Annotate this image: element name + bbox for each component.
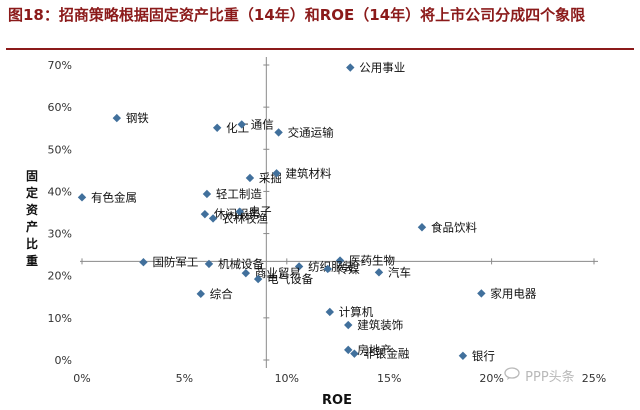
data-point-label: 医药生物 — [349, 254, 395, 268]
chat-bubble-icon — [503, 367, 521, 385]
y-tick-label: 0% — [55, 354, 72, 367]
data-point — [344, 345, 353, 355]
x-axis-label: ROE — [322, 393, 352, 408]
x-tick-label: 20% — [479, 372, 503, 385]
x-tick-label: 15% — [377, 372, 401, 385]
x-tick-label: 10% — [275, 372, 299, 385]
y-tick-label: 70% — [48, 59, 72, 72]
data-point — [237, 120, 246, 129]
data-point-label: 食品饮料 — [431, 220, 477, 234]
data-point-label: 建筑装饰 — [357, 318, 403, 332]
x-tick-label: 5% — [176, 372, 193, 385]
data-point-label: 有色金属 — [91, 190, 137, 204]
data-point — [196, 289, 205, 299]
data-point-label: 机械设备 — [218, 257, 264, 271]
y-axis-label: 固定资产比重 — [25, 169, 38, 268]
title-divider — [6, 48, 634, 50]
data-point — [245, 173, 255, 183]
y-tick-label: 50% — [48, 143, 72, 156]
data-point-label: 休闲服务 — [214, 207, 260, 221]
data-point — [204, 259, 214, 269]
data-point — [323, 264, 332, 274]
figure-title: 图18：招商策略根据固定资产比重（14年）和ROE（14年）将上市公司分成四个象… — [8, 6, 586, 24]
data-point — [477, 289, 486, 298]
data-point-label: 农林牧渔 — [222, 211, 268, 225]
data-point — [77, 193, 87, 202]
data-point — [200, 209, 210, 219]
watermark-text: PPP头条 — [525, 370, 575, 385]
data-point — [344, 320, 353, 330]
y-tick-label: 40% — [48, 185, 72, 198]
x-tick-label: 25% — [582, 372, 606, 385]
data-point-label: 综合 — [210, 287, 233, 301]
data-point-label: 银行 — [472, 349, 495, 363]
data-point-label: 纺织服装 — [308, 259, 354, 273]
data-point — [208, 214, 218, 223]
data-point-label: 交通运输 — [288, 125, 334, 139]
watermark: PPP头条 — [503, 366, 575, 385]
data-point — [458, 351, 468, 360]
y-tick-label: 30% — [48, 228, 72, 241]
data-point-label: 化工 — [226, 121, 249, 135]
data-point-label: 非银金融 — [363, 347, 409, 361]
data-point-label: 商业贸易 — [255, 266, 301, 280]
data-point — [346, 63, 355, 72]
data-point-label: 计算机 — [339, 305, 374, 319]
data-point-label: 电气设备 — [267, 272, 313, 286]
data-point — [374, 268, 384, 277]
data-point — [417, 223, 427, 232]
data-point — [235, 207, 244, 216]
data-point — [253, 274, 263, 284]
data-point — [139, 258, 148, 267]
data-point-label: 建筑材料 — [286, 166, 332, 180]
data-point — [325, 307, 335, 317]
data-point — [350, 349, 359, 358]
y-tick-label: 10% — [48, 312, 72, 325]
x-tick-label: 0% — [73, 372, 90, 385]
data-point-label: 通信 — [251, 117, 274, 131]
data-point-label: 轻工制造 — [216, 187, 262, 201]
y-tick-label: 20% — [48, 270, 72, 283]
data-point-label: 公用事业 — [359, 61, 405, 75]
data-point-label: 汽车 — [388, 265, 411, 279]
data-point-label: 电子 — [249, 205, 272, 219]
data-point-label: 传媒 — [337, 262, 360, 276]
data-point — [112, 113, 122, 123]
data-point-label: 国防军工 — [152, 255, 198, 269]
data-point-label: 房地产 — [357, 343, 392, 357]
data-point — [335, 256, 345, 265]
data-point — [212, 123, 222, 132]
data-point — [274, 128, 283, 137]
data-point — [202, 189, 212, 199]
data-point — [272, 169, 281, 178]
y-tick-label: 60% — [48, 101, 72, 114]
data-point-label: 家用电器 — [490, 286, 536, 300]
data-point-label: 钢铁 — [126, 111, 149, 125]
data-point — [294, 262, 304, 271]
data-point — [241, 268, 251, 278]
